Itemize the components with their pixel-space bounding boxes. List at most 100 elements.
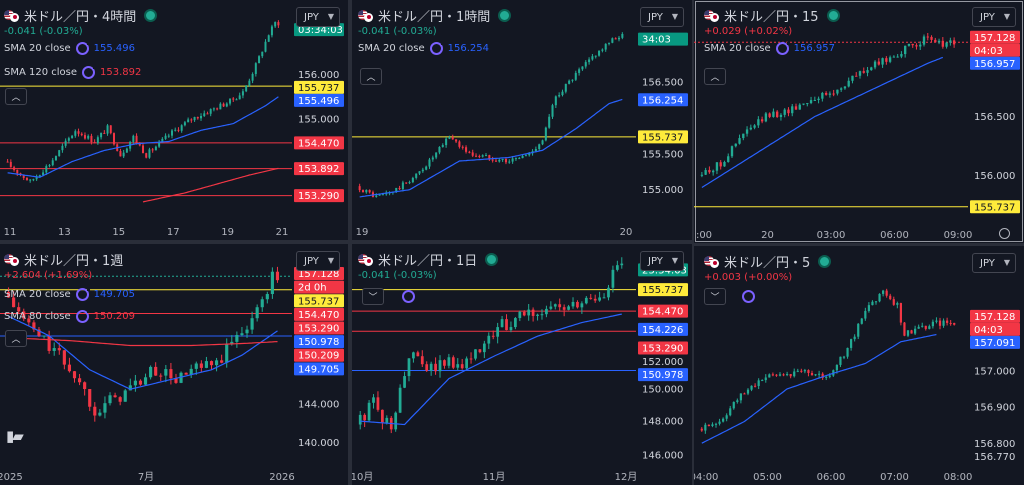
candlestick bbox=[928, 324, 931, 330]
sma-line[interactable] bbox=[360, 313, 622, 426]
candlestick bbox=[719, 160, 722, 170]
candlestick bbox=[821, 91, 824, 102]
price-axis-label: 146.000 bbox=[642, 451, 683, 462]
chart-panel-1d[interactable]: 10月11月12月23:34:03155.737154.470154.22615… bbox=[352, 244, 692, 485]
price-axis-label-bg bbox=[638, 304, 688, 318]
candlestick bbox=[133, 374, 137, 392]
candlestick bbox=[159, 373, 163, 382]
price-chart-canvas[interactable]: 10月11月12月23:34:03155.737154.470154.22615… bbox=[352, 244, 692, 485]
candlestick bbox=[620, 257, 624, 269]
candlestick bbox=[598, 50, 601, 57]
x-axis-tick-label: 03:00 bbox=[817, 230, 846, 241]
price-axis-label-bg bbox=[638, 368, 688, 382]
candlestick bbox=[32, 320, 36, 333]
candlestick bbox=[154, 362, 158, 376]
sma-line[interactable] bbox=[8, 337, 278, 347]
currency-label: JPY bbox=[304, 255, 319, 267]
currency-select-button[interactable]: JPY ▼ bbox=[972, 7, 1016, 27]
x-axis-tick-label: 05:00 bbox=[753, 472, 782, 483]
candlestick bbox=[27, 315, 31, 327]
candlestick bbox=[482, 340, 486, 359]
candlestick bbox=[885, 56, 888, 65]
candlestick bbox=[789, 374, 792, 379]
candlestick bbox=[593, 294, 597, 303]
candlestick bbox=[576, 300, 579, 309]
price-axis-label: 156.500 bbox=[642, 78, 683, 89]
sma-line[interactable] bbox=[701, 56, 944, 189]
price-chart-canvas[interactable]: 19 20 34:03 156.500 156.254 155.737 155.500 155… bbox=[352, 0, 692, 240]
x-axis-tick-label: 7月 bbox=[138, 471, 154, 483]
candlestick bbox=[749, 124, 752, 131]
candlestick bbox=[128, 378, 132, 391]
candlestick bbox=[611, 37, 614, 44]
candlestick bbox=[394, 411, 398, 432]
candlestick bbox=[261, 51, 264, 59]
currency-select-button[interactable]: JPY ▼ bbox=[296, 251, 340, 271]
x-axis-tick-label: 17 bbox=[167, 227, 180, 238]
price-chart-canvas[interactable]: :00 20 03:00 06:00 09:00 157.128 04:03 156.957 1… bbox=[694, 0, 1024, 243]
candlestick bbox=[522, 310, 526, 317]
price-axis-label-bg bbox=[638, 130, 688, 144]
currency-label: JPY bbox=[648, 255, 663, 267]
price-axis-label: 156.000 bbox=[974, 171, 1015, 182]
candlestick bbox=[903, 322, 906, 337]
candlestick bbox=[896, 54, 899, 58]
candlestick bbox=[216, 107, 219, 111]
chart-panel-4h[interactable]: 11 13 15 17 19 21 03:34:03 156.000 155.737 155.49… bbox=[0, 0, 348, 240]
candlestick bbox=[381, 409, 384, 430]
candlestick bbox=[77, 128, 80, 137]
candlestick bbox=[245, 84, 248, 93]
price-axis-label: 155.737 bbox=[642, 132, 683, 143]
chart-panel-1w[interactable]: 2025 7月 2026 157.128 2d 0h 155.737 154.470 153.… bbox=[0, 244, 348, 485]
price-axis-label-bg bbox=[970, 56, 1020, 70]
chart-panel-15m[interactable]: :00 20 03:00 06:00 09:00 157.128 04:03 156.957 1… bbox=[694, 0, 1024, 243]
candlestick bbox=[768, 112, 771, 119]
candlestick bbox=[235, 331, 239, 348]
currency-select-button[interactable]: JPY ▼ bbox=[972, 253, 1016, 273]
sma-line[interactable] bbox=[142, 167, 279, 203]
currency-select-button[interactable]: JPY ▼ bbox=[640, 7, 684, 27]
x-axis-tick-label: 08:00 bbox=[944, 472, 973, 483]
price-chart-canvas[interactable]: 2025 7月 2026 157.128 2d 0h 155.737 154.470 153.… bbox=[0, 244, 348, 485]
candlestick bbox=[772, 108, 775, 118]
price-chart-canvas[interactable]: 11 13 15 17 19 21 03:34:03 156.000 155.737 155.49… bbox=[0, 0, 348, 240]
candlestick bbox=[809, 96, 813, 105]
candlestick bbox=[500, 315, 504, 328]
candlestick bbox=[871, 300, 874, 306]
x-axis-tick-label: 20 bbox=[620, 227, 633, 238]
candlestick bbox=[915, 43, 918, 50]
chart-panel-5m[interactable]: 04:00 05:00 06:00 07:00 08:00 157.128 04:03 157… bbox=[694, 246, 1024, 485]
candlestick bbox=[496, 322, 500, 344]
candlestick bbox=[232, 97, 235, 102]
sma-line[interactable] bbox=[701, 333, 937, 444]
sma-line[interactable] bbox=[359, 98, 623, 198]
x-axis-tick-label: 04:00 bbox=[694, 472, 718, 483]
candlestick bbox=[96, 135, 99, 145]
candlestick bbox=[103, 396, 107, 419]
candlestick bbox=[778, 372, 782, 377]
candlestick bbox=[541, 139, 544, 146]
chevron-down-icon: ▼ bbox=[671, 12, 678, 21]
candlestick bbox=[52, 342, 56, 356]
currency-select-button[interactable]: JPY ▼ bbox=[640, 251, 684, 271]
candlestick bbox=[90, 133, 93, 145]
price-chart-canvas[interactable]: 04:00 05:00 06:00 07:00 08:00 157.128 04:03 157… bbox=[694, 246, 1024, 485]
candlestick bbox=[949, 37, 952, 46]
chart-panel-1h[interactable]: 19 20 34:03 156.500 156.254 155.737 155.500 155… bbox=[352, 0, 692, 240]
scroll-to-realtime-icon[interactable] bbox=[999, 228, 1010, 239]
candlestick bbox=[527, 304, 531, 321]
candlestick bbox=[171, 129, 174, 139]
candlestick bbox=[401, 180, 404, 192]
candlestick bbox=[164, 133, 167, 140]
candlestick bbox=[445, 137, 448, 148]
candlestick bbox=[204, 356, 208, 369]
x-axis-tick-label: 19 bbox=[221, 227, 234, 238]
candlestick bbox=[783, 108, 786, 118]
price-axis-label: 155.737 bbox=[298, 296, 339, 307]
price-axis-label: 144.000 bbox=[298, 399, 339, 410]
sma-line[interactable] bbox=[7, 96, 279, 178]
candlestick bbox=[277, 20, 280, 28]
currency-select-button[interactable]: JPY ▼ bbox=[296, 7, 340, 27]
candlestick bbox=[169, 362, 173, 385]
